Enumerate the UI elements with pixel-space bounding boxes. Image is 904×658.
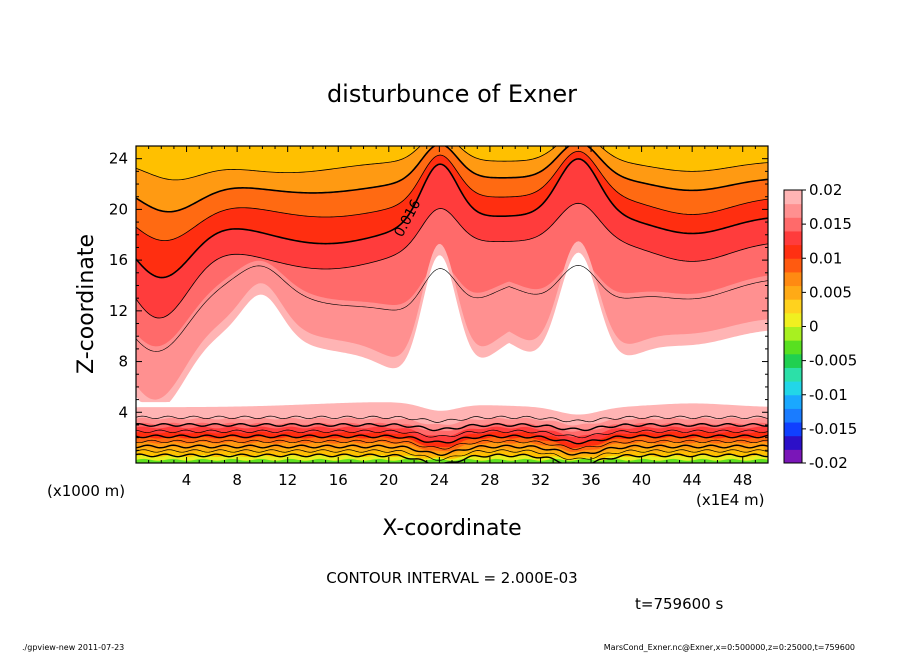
y-tick-label: 20 xyxy=(109,200,128,218)
contour-line xyxy=(136,202,768,319)
y-tick-label: 12 xyxy=(109,302,128,320)
footer-right: MarsCond_Exner.nc@Exner,x=0:500000,z=0:2… xyxy=(604,643,855,652)
contour-line xyxy=(136,429,768,439)
colorbar-tick-label: 0.015 xyxy=(809,215,852,233)
colorbar-segment xyxy=(784,435,802,450)
x-tick-label: 8 xyxy=(232,471,242,489)
colorbar-tick-label: 0.01 xyxy=(809,249,842,267)
x-tick-label: 24 xyxy=(430,471,449,489)
colorbar-segment xyxy=(784,340,802,355)
colorbar-segment xyxy=(784,258,802,273)
x-tick-label: 12 xyxy=(278,471,297,489)
contour-line xyxy=(136,158,768,279)
contour-line xyxy=(136,146,768,213)
colorbar-segment xyxy=(784,230,802,246)
x-unit-label: (x1E4 m) xyxy=(696,491,765,509)
x-tick-label: 36 xyxy=(581,471,600,489)
colorbar-segment xyxy=(784,353,802,368)
colorbar-tick-label: 0 xyxy=(809,318,819,336)
x-axis-label: X-coordinate xyxy=(382,516,521,541)
x-tick-label: 16 xyxy=(329,471,348,489)
y-tick-label: 8 xyxy=(118,353,128,371)
colorbar-segment xyxy=(784,326,802,341)
contour-line xyxy=(136,434,768,445)
colorbar-tick-label: -0.005 xyxy=(809,352,857,370)
x-tick-label: 32 xyxy=(531,471,550,489)
contour-line xyxy=(136,265,768,352)
x-tick-label: 40 xyxy=(632,471,651,489)
colorbar-segment xyxy=(784,408,802,423)
contour-line xyxy=(136,150,768,241)
colorbar: 0.02 0.015 0.01 0.005 0 -0.005 -0.01 -0.015 -0.0… xyxy=(783,181,857,472)
time-text: t=759600 s xyxy=(635,595,723,613)
x-axis-ticks: 4 8 12 16 20 24 28 32 36 40 44 48 xyxy=(148,146,756,489)
y-tick-label: 16 xyxy=(109,251,128,269)
x-tick-label: 4 xyxy=(182,471,192,489)
colorbar-tick-label: 0.005 xyxy=(809,283,852,301)
contour-bands xyxy=(136,146,768,463)
colorbar-segment xyxy=(784,394,802,409)
colorbar-segment xyxy=(784,271,802,287)
contour-interval-text: CONTOUR INTERVAL = 2.000E-03 xyxy=(326,569,577,587)
x-tick-label: 20 xyxy=(379,471,398,489)
contour-line xyxy=(136,415,768,423)
colorbar-segment xyxy=(784,449,802,464)
colorbar-segment xyxy=(784,422,802,437)
y-axis-ticks: 4 8 12 16 20 24 xyxy=(109,150,768,451)
colorbar-segment xyxy=(784,190,802,205)
colorbar-segment xyxy=(784,381,802,396)
colorbar-segment xyxy=(784,367,802,382)
x-tick-label: 44 xyxy=(683,471,702,489)
contour-line xyxy=(136,444,768,457)
colorbar-segment xyxy=(784,217,802,232)
x-tick-label: 48 xyxy=(733,471,752,489)
contour-lines xyxy=(136,146,768,463)
colorbar-tick-label: -0.015 xyxy=(809,420,857,438)
contour-line xyxy=(136,449,768,461)
colorbar-segment xyxy=(784,244,802,259)
colorbar-segment xyxy=(784,299,802,314)
y-unit-label: (x1000 m) xyxy=(47,482,125,500)
colorbar-segment xyxy=(784,203,802,218)
contour-line xyxy=(136,422,768,432)
y-tick-label: 24 xyxy=(109,150,128,168)
contour-band-zero xyxy=(136,252,768,415)
colorbar-tick-label: -0.01 xyxy=(809,386,848,404)
colorbar-tick-label: -0.02 xyxy=(809,454,848,472)
chart-title: disturbunce of Exner xyxy=(327,80,577,108)
x-tick-label: 28 xyxy=(480,471,499,489)
y-tick-label: 4 xyxy=(118,403,128,421)
contour-line xyxy=(136,439,768,450)
footer-left: ./gpview-new 2011-07-23 xyxy=(22,643,124,652)
colorbar-segment xyxy=(784,285,802,300)
contour-line xyxy=(136,146,768,181)
y-axis-label: Z-coordinate xyxy=(74,234,99,374)
colorbar-segment xyxy=(784,312,802,327)
colorbar-tick-label: 0.02 xyxy=(809,181,842,199)
